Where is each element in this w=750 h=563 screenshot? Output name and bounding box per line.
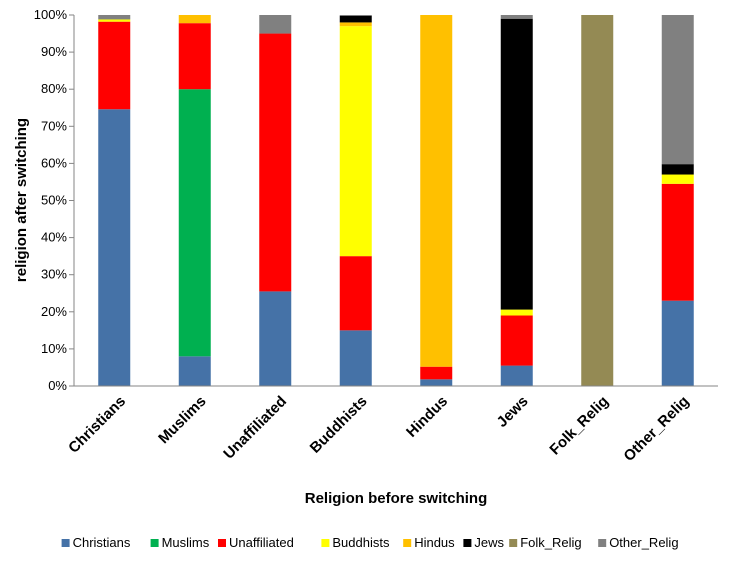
bar-segment <box>339 22 372 27</box>
bar-segment <box>339 330 372 386</box>
bar-segment <box>420 15 453 367</box>
legend-label: Jews <box>474 535 504 550</box>
bar-segment <box>178 89 211 357</box>
bar-segment <box>661 300 694 386</box>
x-tick-label: Christians <box>65 393 129 457</box>
y-tick-label: 80% <box>41 81 67 96</box>
x-tick-label: Other_Relig <box>620 393 692 465</box>
legend-swatch <box>321 539 330 547</box>
y-tick-label: 0% <box>48 378 67 393</box>
bar-segment <box>661 164 694 175</box>
bar-segment <box>259 33 292 292</box>
x-tick-label: Jews <box>494 393 532 431</box>
y-tick-label: 20% <box>41 304 67 319</box>
bar-segment <box>259 291 292 386</box>
legend-label: Unaffiliated <box>229 535 294 550</box>
legend-swatch <box>150 539 159 547</box>
y-tick-label: 100% <box>34 7 68 22</box>
bar-segment <box>500 315 533 366</box>
legend-swatch <box>509 539 518 547</box>
bars <box>98 15 694 386</box>
legend-label: Hindus <box>414 535 455 550</box>
x-axis-title: Religion before switching <box>305 490 488 507</box>
x-tick-label: Buddhists <box>307 393 371 457</box>
legend-swatch <box>598 539 607 547</box>
y-tick-label: 10% <box>41 341 67 356</box>
y-tick-label: 40% <box>41 230 67 245</box>
bar-segment <box>500 15 533 19</box>
x-tick-label: Muslims <box>155 393 209 447</box>
bar-segment <box>661 15 694 165</box>
legend-swatch <box>463 539 472 547</box>
bar-segment <box>500 309 533 316</box>
bar-segment <box>500 365 533 386</box>
legend: Christians Muslims Unaffiliated Buddhists Hi… <box>61 535 679 550</box>
y-tick-label: 70% <box>41 118 67 133</box>
bar-segment <box>339 15 372 16</box>
bar-segment <box>581 15 614 386</box>
bar-segment <box>420 366 453 380</box>
y-axis-title: religion after switching <box>13 118 30 282</box>
bar-segment <box>339 256 372 331</box>
bar-segment <box>178 15 211 24</box>
legend-label: Buddhists <box>332 535 390 550</box>
y-axis-ticks: 0% 10% 20% 30% 40% 50% 60% 70% 80% 90% 100% <box>34 7 74 393</box>
bar-segment <box>420 379 453 386</box>
bar-segment <box>98 15 131 20</box>
legend-swatch <box>218 539 226 547</box>
bar-segment <box>178 356 211 386</box>
legend-label: Muslims <box>162 535 210 550</box>
bar-segment <box>98 109 131 386</box>
bar-segment <box>339 15 372 23</box>
y-tick-label: 90% <box>41 44 67 59</box>
x-tick-label: Folk_Relig <box>546 393 612 459</box>
legend-swatch <box>61 539 70 547</box>
y-tick-label: 30% <box>41 267 67 282</box>
bar-segment <box>661 183 694 301</box>
bar-segment <box>259 15 292 34</box>
bar-segment <box>500 18 533 310</box>
bar-segment <box>98 19 131 22</box>
legend-label: Other_Relig <box>609 535 678 550</box>
x-tick-label: Hindus <box>403 393 451 441</box>
legend-label: Folk_Relig <box>520 535 581 550</box>
legend-swatch <box>403 539 412 547</box>
x-axis-labels: Christians Muslims Unaffiliated Buddhists Hi… <box>65 393 692 465</box>
y-tick-label: 50% <box>41 193 67 208</box>
x-tick-label: Unaffiliated <box>220 393 290 463</box>
bar-segment <box>178 23 211 90</box>
y-tick-label: 60% <box>41 155 67 170</box>
legend-label: Christians <box>73 535 131 550</box>
bar-segment <box>98 21 131 110</box>
bar-segment <box>661 174 694 184</box>
bar-segment <box>339 26 372 257</box>
